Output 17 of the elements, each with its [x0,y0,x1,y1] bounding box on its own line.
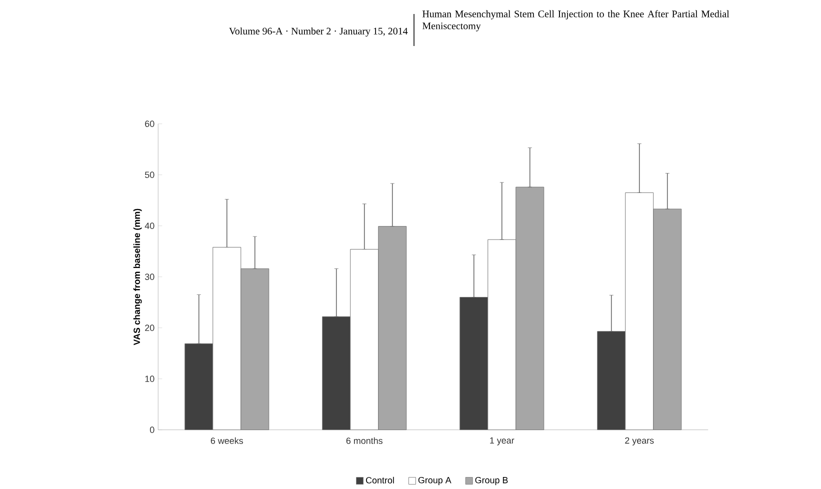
y-tick-label: 20 [145,324,154,332]
y-tick-label: 30 [144,274,154,280]
text: Volume 96-A · Number 2 · January 15, 2014 [229,28,408,37]
y-axis-title: VAS change from baseline (mm) [133,208,142,346]
y-tick-label: 10 [145,376,154,382]
y-tick-label: 0 [150,426,154,434]
chart-title: Human Mesenchymal Stem Cell Injection to the Knee After Partial Medial Meniscectomy [422,10,730,32]
x-tick-label: 2 years [625,437,654,446]
x-tick-label: 1 year [490,437,514,446]
legend-label: Group A [418,477,452,486]
x-tick-label: 6 weeks [210,437,243,444]
legend-label: Control [366,476,394,484]
y-tick-label: 50 [144,172,154,178]
legend-label: Group B [475,477,508,486]
y-tick-label: 60 [145,120,154,128]
y-tick-label: 40 [144,222,154,230]
x-tick-label: 6 months [346,437,382,444]
